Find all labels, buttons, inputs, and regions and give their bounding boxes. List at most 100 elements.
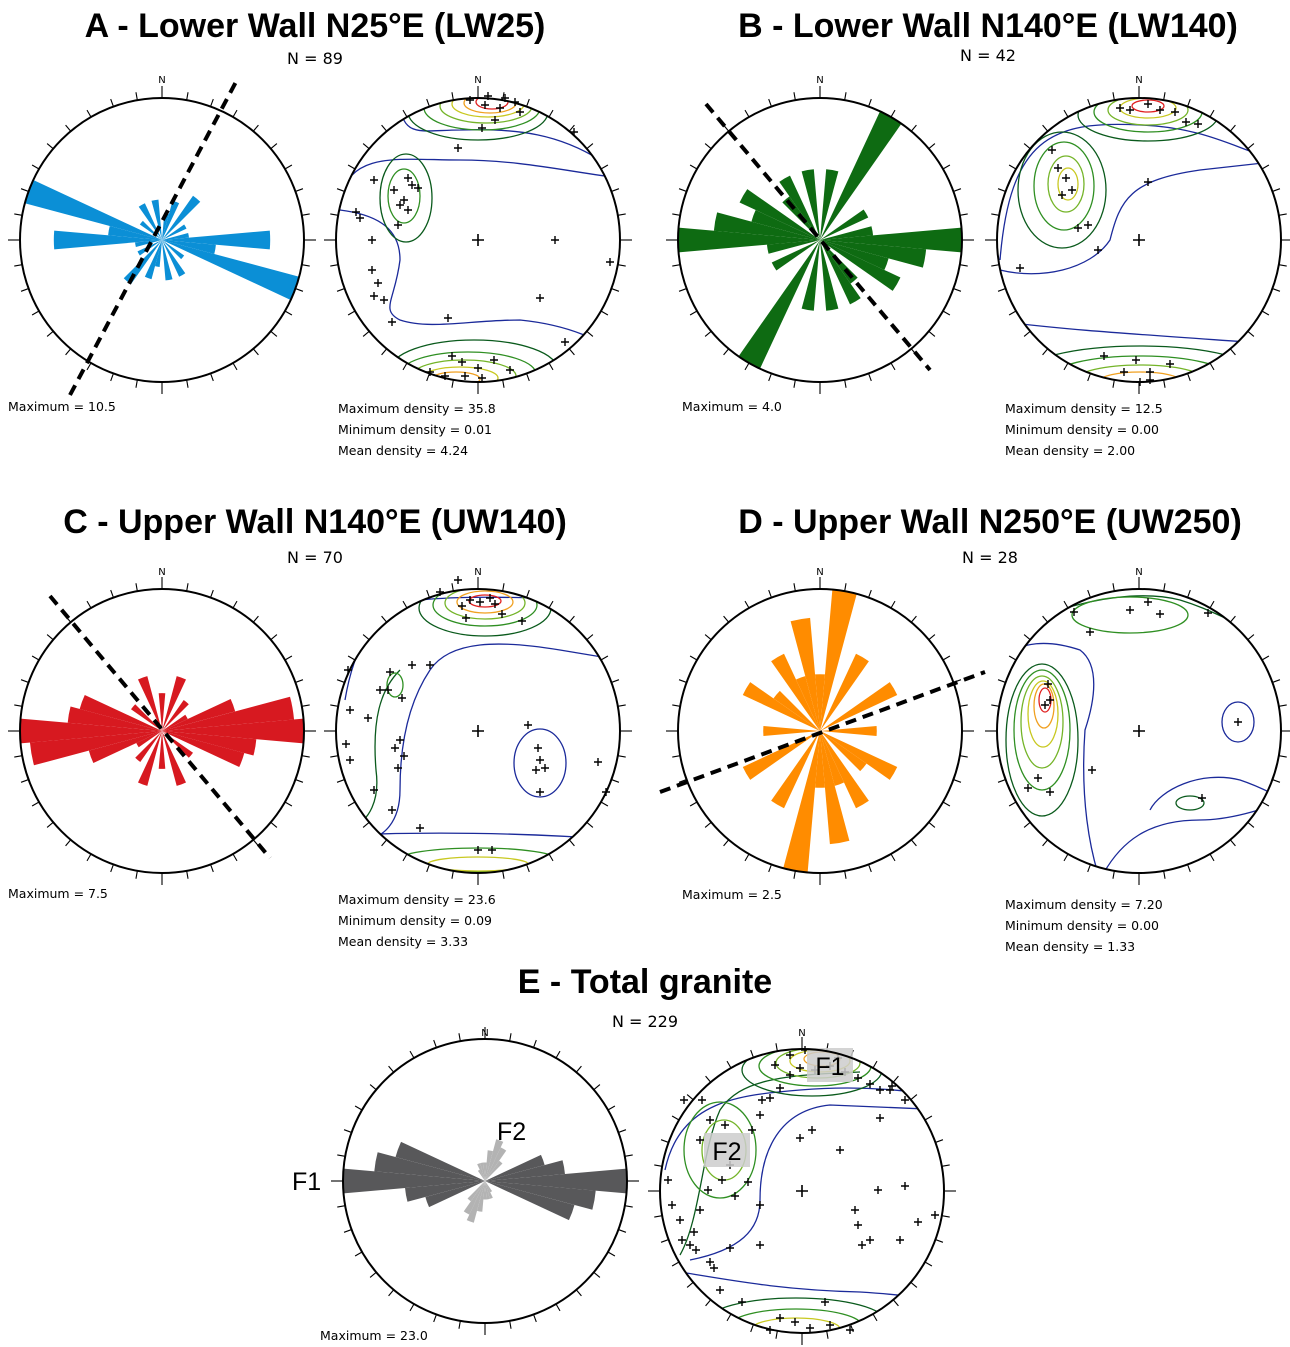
tick-mark bbox=[347, 801, 356, 807]
tick-mark bbox=[295, 188, 304, 192]
panel-a-n-count: N = 89 bbox=[287, 49, 343, 68]
tick-mark bbox=[568, 839, 575, 847]
tick-mark bbox=[868, 864, 872, 873]
tick-mark bbox=[369, 1271, 377, 1278]
tick-mark bbox=[295, 679, 304, 683]
rose-petal bbox=[763, 726, 820, 736]
tick-mark bbox=[1163, 92, 1166, 101]
pole-cross bbox=[462, 614, 470, 622]
tick-mark bbox=[509, 1320, 512, 1329]
pole-cross bbox=[390, 186, 398, 194]
tick-mark bbox=[793, 92, 796, 101]
tick-mark bbox=[135, 379, 138, 388]
tick-mark bbox=[14, 213, 23, 216]
tick-mark bbox=[660, 1239, 669, 1243]
tick-mark bbox=[526, 98, 530, 107]
tick-mark bbox=[768, 98, 772, 107]
pole-cross bbox=[726, 1244, 734, 1252]
rose-petal bbox=[485, 1168, 627, 1194]
tick-mark bbox=[910, 1094, 918, 1101]
rose-petal bbox=[162, 213, 170, 240]
pole-cross bbox=[680, 1096, 688, 1104]
tick-mark bbox=[617, 755, 626, 758]
pole-cross bbox=[821, 1298, 829, 1306]
tick-mark bbox=[110, 864, 114, 873]
tick-mark bbox=[284, 164, 293, 170]
tick-mark bbox=[890, 600, 896, 609]
pole-cross bbox=[346, 706, 354, 714]
tick-mark bbox=[575, 1289, 582, 1297]
pole-cross bbox=[458, 358, 466, 366]
tick-mark bbox=[369, 1084, 377, 1091]
tick-mark bbox=[526, 589, 530, 598]
pole-cross bbox=[416, 824, 424, 832]
tick-mark bbox=[826, 1330, 829, 1339]
pole-cross bbox=[396, 201, 404, 209]
rose-petal bbox=[742, 731, 820, 780]
degree-ticks bbox=[648, 1037, 956, 1345]
pole-cross bbox=[476, 598, 484, 606]
pole-cross bbox=[1182, 118, 1190, 126]
tick-mark bbox=[301, 213, 310, 216]
rose-petal bbox=[162, 731, 257, 756]
rose-petal bbox=[162, 230, 271, 250]
rose-petal bbox=[742, 682, 820, 731]
rose-petal bbox=[29, 731, 163, 766]
north-label: N bbox=[474, 567, 481, 578]
tick-mark bbox=[1042, 615, 1049, 623]
tick-mark bbox=[910, 124, 917, 132]
tick-mark bbox=[953, 188, 962, 192]
tick-mark bbox=[555, 1050, 561, 1059]
tick-mark bbox=[1209, 362, 1215, 371]
rose-petal bbox=[162, 240, 216, 255]
rose-petal bbox=[820, 240, 927, 268]
pole-cross bbox=[1234, 718, 1242, 726]
tick-mark bbox=[110, 373, 114, 382]
pole-cross bbox=[386, 668, 394, 676]
rose-petal bbox=[790, 617, 820, 731]
rose-petal bbox=[162, 699, 189, 731]
tick-mark bbox=[186, 870, 189, 879]
pole-cross bbox=[791, 1318, 799, 1326]
tick-mark bbox=[46, 821, 54, 828]
rose-petal bbox=[343, 1168, 485, 1194]
north-label: N bbox=[158, 567, 165, 578]
pole-cross bbox=[676, 1216, 684, 1224]
tick-mark bbox=[1278, 264, 1287, 267]
rose-petal bbox=[738, 240, 820, 369]
degree-ticks bbox=[985, 86, 1290, 394]
tick-mark bbox=[86, 109, 92, 118]
pole-cross bbox=[534, 744, 542, 752]
pole-cross bbox=[846, 1326, 854, 1334]
tick-mark bbox=[704, 330, 712, 337]
rose-petal bbox=[820, 226, 874, 240]
tick-mark bbox=[600, 310, 609, 316]
set-label-boxes bbox=[704, 1048, 853, 1167]
rose-outline bbox=[677, 97, 963, 383]
tick-mark bbox=[336, 779, 345, 783]
wall-orientation-line bbox=[48, 594, 272, 860]
tick-mark bbox=[1261, 164, 1270, 170]
tick-mark bbox=[433, 1314, 437, 1323]
pole-cross bbox=[408, 661, 416, 669]
rose-petals bbox=[19, 676, 304, 786]
tick-mark bbox=[330, 264, 339, 267]
rose-petal bbox=[162, 200, 180, 240]
pole-cross bbox=[858, 1241, 866, 1249]
pole-cross bbox=[836, 1146, 844, 1154]
rose-petal bbox=[771, 240, 820, 271]
panel-a: A - Lower Wall N25°E (LW25) N = 89 N Max… bbox=[8, 7, 632, 458]
rose-petal bbox=[467, 1181, 485, 1202]
pole-cross bbox=[561, 338, 569, 346]
tick-mark bbox=[548, 362, 554, 371]
tick-mark bbox=[1187, 373, 1191, 382]
tick-mark bbox=[232, 362, 238, 371]
tick-mark bbox=[607, 1105, 616, 1111]
tick-mark bbox=[1247, 143, 1255, 150]
tick-mark bbox=[1087, 373, 1091, 382]
tick-mark bbox=[942, 655, 951, 661]
panel-e-title: E - Total granite bbox=[518, 963, 772, 1001]
tick-mark bbox=[1261, 310, 1270, 316]
tick-mark bbox=[1042, 124, 1049, 132]
tick-mark bbox=[1272, 288, 1281, 292]
